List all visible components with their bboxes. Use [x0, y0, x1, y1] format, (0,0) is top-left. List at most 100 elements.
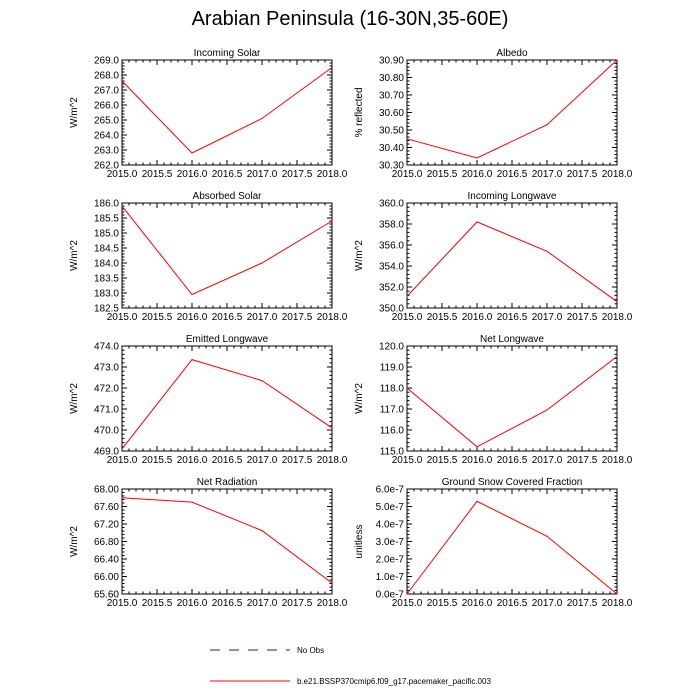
plot-frame — [406, 488, 618, 595]
panel-title: Albedo — [496, 48, 528, 59]
plot-frame — [121, 202, 333, 309]
x-tick-label: 2016.5 — [497, 169, 528, 180]
plot-frame — [406, 59, 618, 166]
x-tick-label: 2016.0 — [177, 169, 208, 180]
panel-4: Emitted Longwave W/m^2 2015.0 2015.5 2016.0 2… — [69, 334, 348, 466]
legend-obs-label: No Obs — [297, 646, 324, 655]
y-tick-label: 4.0e-7 — [376, 520, 405, 531]
y-tick-label: 183.5 — [94, 274, 119, 285]
x-tick-label: 2015.0 — [107, 598, 138, 609]
data-point — [406, 593, 408, 595]
data-point — [546, 124, 548, 126]
x-tick-label: 2016.0 — [462, 598, 493, 609]
y-tick-label: 1.0e-7 — [376, 572, 405, 583]
y-tick-label: 358.0 — [379, 220, 404, 231]
x-tick-label: 2016.5 — [212, 455, 243, 466]
y-tick-label: 30.60 — [379, 108, 404, 119]
plot-frame — [121, 345, 333, 452]
panel-title: Net Radiation — [197, 477, 258, 488]
figure-title: Arabian Peninsula (16-30N,35-60E) — [191, 8, 509, 30]
y-tick-label: 67.60 — [94, 502, 119, 513]
x-tick-label: 2016.5 — [497, 455, 528, 466]
x-tick-label: 2017.5 — [282, 312, 313, 323]
y-tick-label: 185.5 — [94, 214, 119, 225]
x-tick-label: 2017.0 — [532, 455, 563, 466]
data-point — [261, 118, 263, 119]
data-point — [121, 497, 123, 499]
series-line — [121, 67, 333, 154]
x-tick-label: 2017.0 — [532, 312, 563, 323]
y-tick-label: 350.0 — [379, 304, 404, 315]
y-tick-label: 30.80 — [379, 73, 404, 84]
x-tick-label: 2017.0 — [247, 455, 278, 466]
y-tick-label: 116.0 — [380, 426, 405, 437]
y-tick-label: 269.0 — [94, 56, 119, 67]
y-tick-label: 474.0 — [94, 342, 119, 353]
x-tick-label: 2016.0 — [177, 598, 208, 609]
x-tick-label: 2017.5 — [567, 455, 598, 466]
y-tick-label: 183.0 — [94, 289, 119, 300]
x-tick-label: 2015.0 — [107, 312, 138, 323]
x-tick-label: 2017.0 — [247, 312, 278, 323]
y-tick-label: 120.0 — [379, 342, 404, 353]
y-tick-label: 68.00 — [94, 485, 119, 496]
x-tick-label: 2016.0 — [177, 312, 208, 323]
data-point — [476, 221, 478, 223]
x-tick-label: 2015.5 — [427, 169, 458, 180]
panel-1: Albedo % reflected 2015.0 2015.5 2016.0 2016.… — [354, 48, 633, 180]
y-tick-label: 186.0 — [94, 199, 119, 210]
data-point — [261, 530, 263, 532]
x-tick-label: 2015.0 — [392, 312, 423, 323]
data-point — [191, 152, 193, 154]
x-tick-label: 2017.0 — [247, 598, 278, 609]
y-tick-label: 118.0 — [380, 384, 405, 395]
y-axis-label: W/m^2 — [69, 526, 80, 557]
data-point — [121, 448, 123, 450]
x-tick-label: 2015.0 — [392, 455, 423, 466]
data-point — [406, 387, 408, 389]
y-tick-label: 30.50 — [379, 126, 404, 137]
x-tick-label: 2015.0 — [107, 169, 138, 180]
data-point — [546, 250, 548, 252]
panel-title: Emitted Longwave — [186, 334, 269, 345]
data-point — [191, 294, 193, 295]
y-tick-label: 182.5 — [94, 304, 119, 315]
data-point — [331, 220, 333, 222]
y-tick-label: 471.0 — [94, 405, 119, 416]
y-tick-label: 184.5 — [94, 244, 119, 255]
series-line — [406, 500, 618, 595]
x-tick-label: 2017.5 — [567, 169, 598, 180]
x-tick-label: 2015.5 — [142, 169, 173, 180]
data-point — [121, 80, 123, 82]
y-tick-label: 30.40 — [379, 143, 404, 154]
data-point — [406, 138, 408, 140]
series-line — [121, 497, 333, 584]
x-tick-label: 2018.0 — [602, 169, 633, 180]
panel-0: Incoming Solar W/m^2 2015.0 2015.5 2016.0 201… — [69, 48, 348, 180]
panel-title: Absorbed Solar — [193, 191, 263, 202]
y-tick-label: 360.0 — [379, 199, 404, 210]
y-axis-label: W/m^2 — [69, 240, 80, 271]
plot-frame — [121, 488, 333, 595]
y-tick-label: 469.0 — [94, 447, 119, 458]
y-tick-label: 262.0 — [94, 161, 119, 172]
y-tick-label: 117.0 — [380, 405, 405, 416]
x-tick-label: 2016.5 — [497, 312, 528, 323]
x-tick-label: 2018.0 — [602, 312, 633, 323]
x-tick-label: 2015.5 — [427, 455, 458, 466]
panel-5: Net Longwave W/m^2 2015.0 2015.5 2016.0 2016.… — [354, 334, 633, 466]
data-point — [616, 59, 618, 61]
x-tick-label: 2018.0 — [317, 169, 348, 180]
panel-2: Absorbed Solar W/m^2 2015.0 2015.5 2016.0 201… — [69, 191, 348, 323]
data-point — [476, 446, 478, 448]
data-point — [476, 500, 478, 502]
y-tick-label: 473.0 — [94, 363, 119, 374]
data-point — [476, 157, 478, 159]
x-tick-label: 2015.5 — [142, 312, 173, 323]
x-tick-label: 2015.5 — [427, 598, 458, 609]
y-tick-label: 119.0 — [380, 363, 405, 374]
y-tick-label: 30.90 — [379, 56, 404, 67]
x-tick-label: 2016.5 — [212, 598, 243, 609]
y-tick-label: 3.0e-7 — [376, 537, 405, 548]
